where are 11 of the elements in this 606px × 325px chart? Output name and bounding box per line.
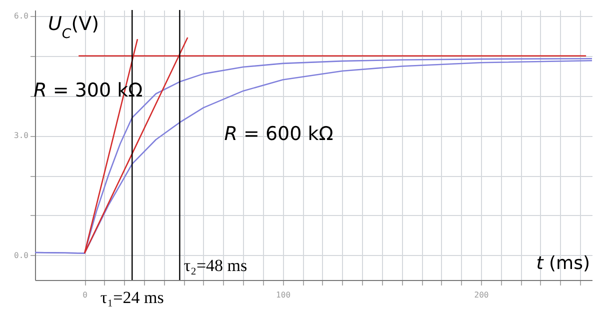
ref-line-label: τ₁=24 ms (100, 288, 164, 307)
y-axis-title: U$_{C}$(V) (48, 13, 100, 42)
ref-line-label: τ₂=48 ms (184, 256, 248, 275)
y-tick-label: 0.0 (14, 250, 29, 260)
x-tick-label: 200 (474, 290, 489, 300)
x-tick-label: 100 (276, 290, 291, 300)
y-tick-label: 3.0 (14, 131, 29, 140)
x-tick-label: 0 (82, 290, 88, 300)
x-axis-title: t (ms) (536, 253, 590, 274)
series-label: R = 600 kΩ (224, 122, 334, 145)
y-tick-label: 6.0 (14, 11, 29, 20)
